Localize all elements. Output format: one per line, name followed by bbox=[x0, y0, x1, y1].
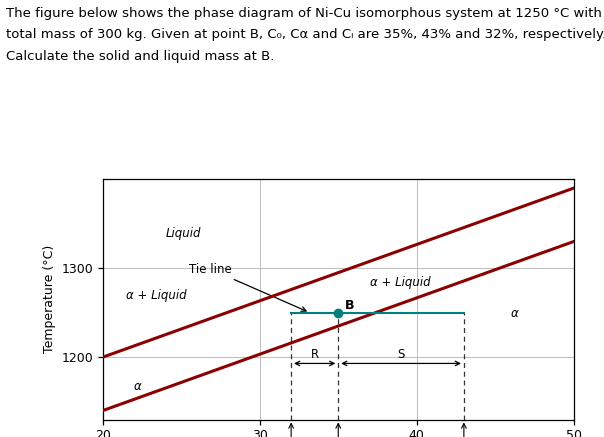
Text: Liquid: Liquid bbox=[165, 227, 201, 240]
Text: α: α bbox=[511, 307, 519, 320]
Text: α: α bbox=[134, 380, 142, 393]
Y-axis label: Temperature (°C): Temperature (°C) bbox=[43, 245, 56, 354]
Text: S: S bbox=[397, 348, 405, 361]
Text: $C_a$: $C_a$ bbox=[457, 423, 471, 437]
Text: $C_L$: $C_L$ bbox=[284, 423, 298, 437]
Text: Tie line: Tie line bbox=[189, 263, 306, 311]
Text: The figure below shows the phase diagram of Ni-Cu isomorphous system at 1250 °C : The figure below shows the phase diagram… bbox=[6, 7, 604, 20]
Text: α + Liquid: α + Liquid bbox=[370, 276, 430, 289]
Text: $C_0$: $C_0$ bbox=[331, 423, 345, 437]
Text: Calculate the solid and liquid mass at B.: Calculate the solid and liquid mass at B… bbox=[6, 50, 274, 63]
Text: R: R bbox=[310, 348, 319, 361]
Text: α + Liquid: α + Liquid bbox=[126, 289, 187, 302]
Text: B: B bbox=[344, 299, 354, 312]
Text: total mass of 300 kg. Given at point B, C₀, Cα and Cₗ are 35%, 43% and 32%, resp: total mass of 300 kg. Given at point B, … bbox=[6, 28, 604, 42]
